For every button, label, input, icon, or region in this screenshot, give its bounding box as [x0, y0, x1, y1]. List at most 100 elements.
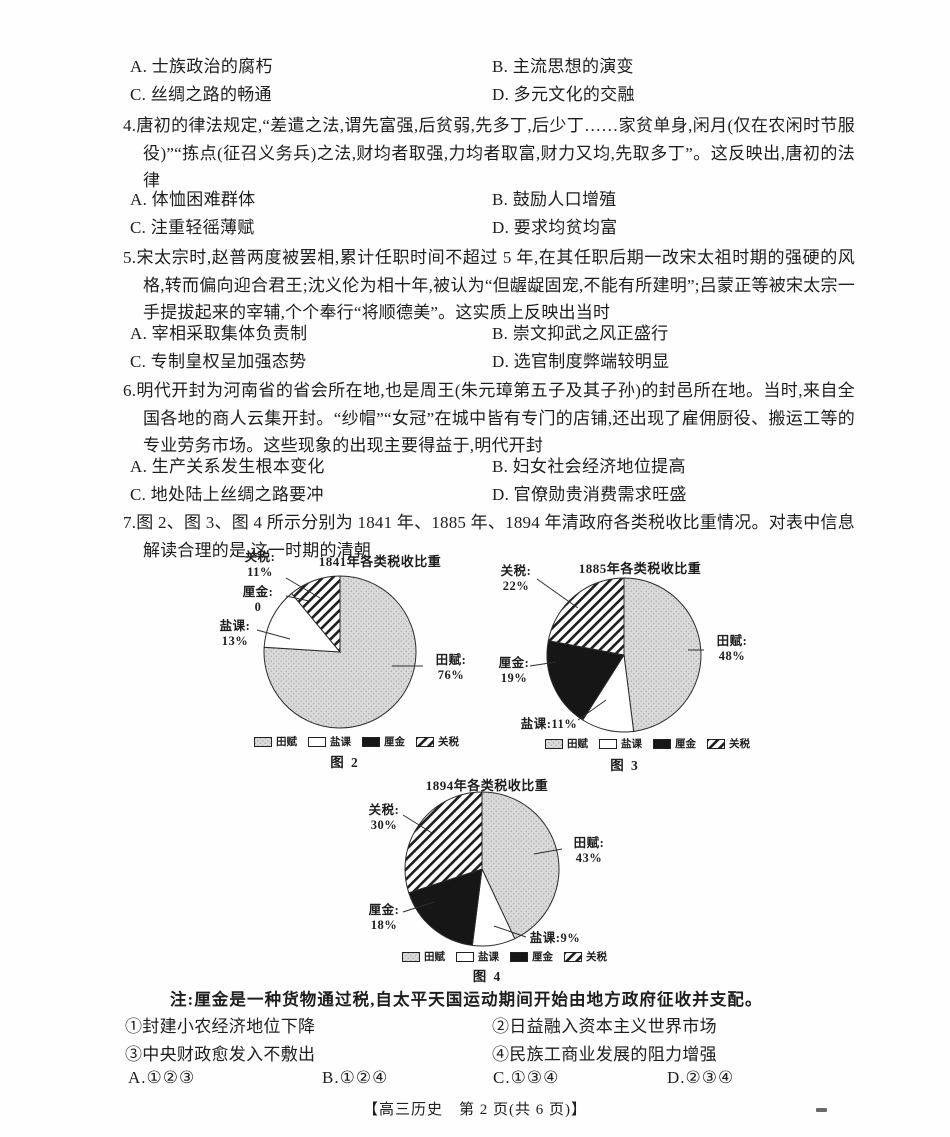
legend-swatch	[707, 738, 725, 749]
legend-item-盐课: 盐课	[308, 734, 351, 749]
callout-yanke: 盐课:11%	[520, 717, 578, 731]
legend-item-厘金: 厘金	[510, 949, 553, 964]
callout-lijin: 厘金: 19%	[498, 656, 530, 685]
callout-guanshui: 关税: 22%	[500, 564, 532, 593]
legend-swatch	[362, 736, 380, 747]
leader-lines	[402, 814, 563, 938]
question-6-stem: 6.明代开封为河南省的省会所在地,也是周王(朱元璋第五子及其子孙)的封邑所在地。…	[123, 381, 855, 456]
scan-artifact-dash	[816, 1108, 827, 1112]
figure-label-2: 图 2	[330, 755, 360, 770]
legend-item-盐课: 盐课	[456, 949, 499, 964]
pie-slice-关税	[290, 575, 341, 654]
chart-legend-1885: 田赋 盐课 厘金 关税	[545, 736, 750, 751]
q6-option-b: B. 妇女社会经济地位提高	[492, 457, 686, 476]
q7-option-a: A.①②③	[128, 1068, 196, 1087]
statement-4: ④民族工商业发展的阻力增强	[492, 1045, 717, 1064]
legend-swatch	[653, 738, 671, 749]
callout-lijin: 厘金: 18%	[368, 903, 400, 932]
legend-label: 关税	[729, 739, 750, 750]
legend-item-盐课: 盐课	[599, 736, 642, 751]
leader-lines	[529, 578, 704, 721]
q4-option-b: B. 鼓励人口增殖	[492, 190, 617, 209]
legend-item-田赋: 田赋	[402, 949, 445, 964]
legend-label: 田赋	[567, 739, 588, 750]
pie-slice-关税	[547, 577, 625, 656]
legend-swatch	[254, 736, 272, 747]
legend-label: 盐课	[621, 739, 642, 750]
pie-slice-田赋	[481, 791, 560, 940]
q5-option-a: A. 宰相采取集体负责制	[130, 324, 308, 343]
q4-option-d: D. 要求均贫均富	[492, 218, 618, 237]
legend-label: 田赋	[276, 737, 297, 748]
pie-1841-svg	[256, 575, 423, 729]
pie-1885-svg	[529, 577, 704, 733]
question-4-stem: 4.唐初的律法规定,“差遣之法,谓先富强,后贫弱,先多丁,后少丁……家贫单身,闲…	[123, 116, 855, 191]
q7-option-d: D.②③④	[667, 1068, 735, 1087]
legend-swatch	[416, 736, 434, 747]
q6-option-a: A. 生产关系发生根本变化	[130, 457, 325, 476]
callout-lijin: 厘金: 0	[242, 585, 274, 614]
chart-title-1885: 1885年各类税收比重	[578, 561, 702, 576]
legend-item-关税: 关税	[707, 736, 750, 751]
q3-option-b: B. 主流思想的演变	[492, 57, 634, 76]
statement-2: ②日益融入资本主义世界市场	[492, 1017, 717, 1036]
chart-legend-1841: 田赋 盐课 厘金 关税	[254, 734, 459, 749]
legend-label: 厘金	[675, 739, 696, 750]
legend-item-关税: 关税	[416, 734, 459, 749]
q3-option-c: C. 丝绸之路的畅通	[130, 85, 272, 104]
lijin-note: 注:厘金是一种货物通过税,自太平天国运动期间开始由地方政府征收并支配。	[170, 990, 763, 1009]
q5-option-b: B. 崇文抑武之风正盛行	[492, 324, 669, 343]
leader-lines	[256, 577, 423, 667]
pie-chart-1841: 1841年各类税收比重 关税: 11% 厘金: 0 盐课: 13% 田赋: 76…	[210, 550, 480, 778]
legend-item-田赋: 田赋	[254, 734, 297, 749]
q3-option-d: D. 多元文化的交融	[492, 85, 635, 104]
callout-tianfu: 田赋: 48%	[716, 634, 748, 663]
pie-slice-田赋	[623, 577, 702, 732]
statement-1: ①封建小农经济地位下降	[125, 1017, 316, 1036]
legend-item-关税: 关税	[564, 949, 607, 964]
callout-yanke: 盐课: 13%	[219, 619, 251, 648]
legend-label: 田赋	[424, 952, 445, 963]
legend-label: 关税	[438, 737, 459, 748]
pie-slice-田赋	[263, 575, 417, 729]
legend-swatch	[599, 738, 617, 749]
callout-yanke: 盐课:9%	[529, 931, 581, 945]
chart-title-1841: 1841年各类税收比重	[318, 554, 442, 569]
pie-slice-厘金	[546, 639, 625, 721]
figure-label-4: 图 4	[472, 969, 503, 984]
question-7-stem: 7.图 2、图 3、图 4 所示分别为 1841 年、1885 年、1894 年…	[123, 513, 855, 560]
question-5-stem: 5.宋太宗时,赵普两度被罢相,累计任职时间不超过 5 年,在其任职后期一改宋太祖…	[123, 248, 855, 323]
legend-swatch	[402, 951, 420, 962]
q6-option-d: D. 官僚勋贵消费需求旺盛	[492, 485, 687, 504]
pie-slice-厘金	[408, 868, 483, 946]
figure-label-3: 图 3	[610, 758, 640, 773]
statement-3: ③中央财政愈发入不敷出	[125, 1045, 316, 1064]
callout-tianfu: 田赋: 76%	[435, 653, 467, 682]
legend-swatch	[510, 951, 528, 962]
legend-label: 厘金	[532, 952, 553, 963]
legend-label: 厘金	[384, 737, 405, 748]
q5-option-d: D. 选官制度弊端较明显	[492, 352, 670, 371]
legend-label: 盐课	[330, 737, 351, 748]
pie-chart-1885: 1885年各类税收比重 关税: 22% 田赋: 48% 厘金: 19% 盐课:1…	[490, 550, 760, 780]
legend-label: 盐课	[478, 952, 499, 963]
pie-1894-svg	[402, 791, 563, 947]
callout-guanshui: 关税: 30%	[368, 803, 400, 832]
q4-option-a: A. 体恤困难群体	[130, 190, 256, 209]
legend-swatch	[456, 951, 474, 962]
pie-slice-关税	[404, 791, 483, 894]
legend-swatch	[308, 736, 326, 747]
pie-chart-1894: 1894年各类税收比重 关税: 30% 田赋: 43% 厘金: 18% 盐课:9…	[360, 775, 615, 985]
legend-label: 关税	[586, 952, 607, 963]
page-footer: 【高三历史 第 2 页(共 6 页)】	[363, 1102, 587, 1118]
q7-option-b: B.①②④	[322, 1068, 389, 1087]
q4-option-c: C. 注重轻徭薄赋	[130, 218, 255, 237]
chart-title-1894: 1894年各类税收比重	[425, 778, 549, 793]
legend-swatch	[545, 738, 563, 749]
q3-option-a: A. 士族政治的腐朽	[130, 57, 273, 76]
chart-legend-1894: 田赋 盐课 厘金 关税	[402, 949, 607, 964]
legend-swatch	[564, 951, 582, 962]
q6-option-c: C. 地处陆上丝绸之路要冲	[130, 485, 324, 504]
callout-tianfu: 田赋: 43%	[573, 836, 605, 865]
callout-guanshui: 关税: 11%	[244, 550, 276, 579]
